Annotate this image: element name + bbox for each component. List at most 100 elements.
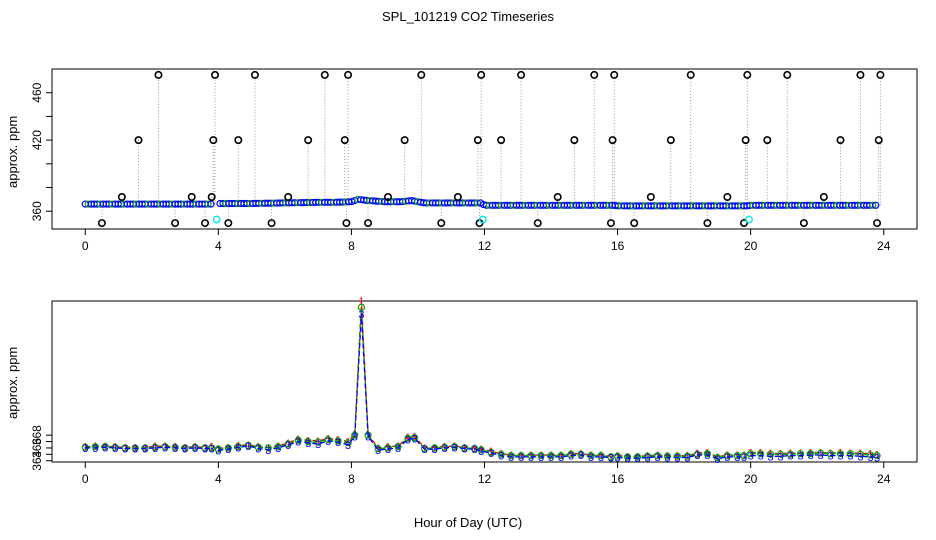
top-spike-point (234, 136, 243, 145)
top-spike-point (187, 193, 196, 202)
top-spike-point (533, 219, 542, 228)
bottom-series-point-1: 1 (471, 443, 477, 455)
bottom-series-point-3: 3 (345, 440, 351, 452)
bottom-series-point-3: 3 (305, 438, 311, 450)
top-x-tick-label: 20 (744, 239, 758, 253)
bottom-series-point-2 (131, 444, 139, 452)
bottom-series-point-1: 1 (874, 449, 880, 461)
bottom-series-point-1: 1 (325, 433, 331, 445)
bottom-series-point-3: 3 (132, 444, 138, 456)
bottom-series-point-2 (91, 443, 99, 451)
top-spike-point (570, 136, 579, 145)
bottom-series-point-2 (557, 452, 565, 460)
top-cyan-point (478, 215, 487, 224)
bottom-x-tick-label: 8 (348, 472, 355, 486)
top-spike-point (344, 70, 353, 79)
bottom-series-point-3: 3 (432, 444, 438, 456)
bottom-series-point-1: 1 (778, 449, 784, 461)
bottom-y-tick-label: 368 (30, 425, 44, 445)
bottom-series-point-3: 3 (788, 451, 794, 463)
bottom-series-point-2 (334, 437, 342, 445)
bottom-series-point-1: 1 (315, 436, 321, 448)
bottom-series-point-2 (633, 453, 642, 461)
bottom-series-point-2 (208, 444, 216, 452)
bottom-series-point-3: 3 (265, 445, 271, 457)
bottom-series-point-3: 3 (768, 451, 774, 463)
top-spike-point (723, 193, 732, 202)
bottom-series-point-1: 1 (741, 450, 747, 462)
bottom-x-tick-label: 16 (611, 472, 625, 486)
top-baseline-point (872, 201, 880, 209)
top-spike-point (342, 219, 351, 228)
bottom-series-point-1: 1 (654, 450, 660, 462)
bottom-y-tick-label: 366 (30, 438, 44, 458)
top-spike-point (819, 193, 828, 202)
bottom-series-point-2 (796, 450, 805, 458)
bottom-series-point-3: 3 (315, 439, 321, 451)
bottom-series-point-2 (404, 434, 412, 442)
bottom-series-point-3: 3 (548, 452, 554, 464)
top-spike-point (134, 136, 143, 145)
top-y-tick-label: 460 (30, 82, 44, 102)
bottom-series-point-3: 3 (714, 454, 720, 466)
bottom-series-point-2 (866, 451, 875, 459)
bottom-series-point-2 (567, 450, 575, 458)
bottom-series-point-1: 1 (82, 442, 88, 454)
bottom-x-tick-label: 0 (82, 472, 89, 486)
top-x-tick-label: 12 (478, 239, 492, 253)
bottom-series-point-3: 3 (578, 450, 584, 462)
bottom-series-point-3: 3 (807, 450, 813, 462)
bottom-series-point-3: 3 (365, 431, 371, 443)
bottom-series-point-3: 3 (192, 443, 198, 455)
top-spike-point (686, 70, 695, 79)
bottom-series-point-3: 3 (442, 443, 448, 455)
bottom-series-point-1: 1 (209, 442, 215, 454)
bottom-series-point-1: 1 (122, 442, 128, 454)
bottom-series-point-1: 1 (684, 451, 690, 463)
top-x-tick-label: 16 (611, 239, 625, 253)
bottom-series-point-2 (224, 444, 232, 452)
bottom-series-point-3: 3 (498, 451, 504, 463)
bottom-series-point-3: 3 (385, 444, 391, 456)
bottom-series-point-1: 1 (432, 442, 438, 454)
bottom-x-tick-label: 20 (744, 472, 758, 486)
top-x-tick-label: 24 (877, 239, 891, 253)
top-spike-point (364, 219, 373, 228)
bottom-series-point-2 (643, 452, 652, 460)
bottom-series-point-2 (613, 452, 622, 460)
bottom-series-point-2 (673, 452, 682, 460)
bottom-series-point-3: 3 (874, 453, 880, 465)
bottom-series-point-3: 3 (778, 451, 784, 463)
bottom-series-point-2 (723, 452, 731, 460)
top-x-tick-label: 0 (82, 239, 89, 253)
bottom-series-point-3: 3 (395, 443, 401, 455)
top-spike-point (340, 136, 349, 145)
bottom-series-point-1: 1 (724, 450, 730, 462)
bottom-series-line-3 (85, 313, 878, 460)
bottom-series-point-3: 3 (867, 452, 873, 464)
bottom-series-point-3: 3 (92, 443, 98, 455)
bottom-series-point-2 (786, 450, 795, 458)
top-spike-point (417, 70, 426, 79)
bottom-series-point-3: 3 (608, 453, 614, 465)
top-spike-point (473, 136, 482, 145)
bottom-series-point-3: 3 (598, 452, 604, 464)
bottom-series-point-3: 3 (847, 451, 853, 463)
top-spike-point (763, 136, 772, 145)
bottom-series-point-3: 3 (152, 443, 158, 455)
bottom-series-point-3: 3 (202, 444, 208, 456)
bottom-series-point-1: 1 (615, 451, 621, 463)
bottom-series-point-2 (254, 443, 262, 451)
top-spike-point (606, 219, 615, 228)
top-spike-point (437, 219, 446, 228)
top-spike-point (207, 193, 216, 202)
bottom-series-point-3: 3 (162, 442, 168, 454)
top-y-tick-label: 360 (30, 201, 44, 221)
bottom-series-point-2 (653, 452, 662, 460)
bottom-series-point-2 (161, 443, 169, 451)
bottom-series-point-3: 3 (352, 431, 358, 443)
bottom-series-line-2 (85, 307, 878, 459)
bottom-series-point-2 (384, 444, 392, 452)
bottom-series-point-3: 3 (285, 440, 291, 452)
